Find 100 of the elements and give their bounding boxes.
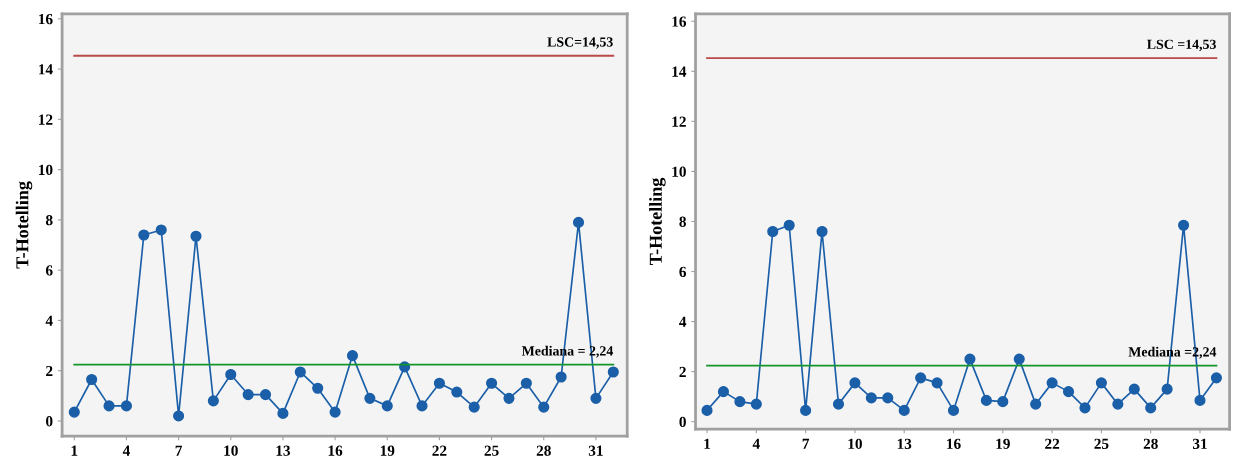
x-tick-label: 10 (848, 438, 862, 449)
y-tick-label: 2 (46, 365, 53, 376)
x-tick-label: 16 (947, 438, 961, 449)
x-tick-label: 19 (380, 445, 395, 456)
x-tick-label: 16 (328, 445, 343, 456)
y-tick-label: 12 (39, 114, 53, 125)
x-tick-label: 28 (536, 445, 551, 456)
ref-line-label: LSC =14,53 (1147, 39, 1216, 51)
x-tick-label: 4 (752, 438, 760, 449)
point (607, 366, 619, 378)
x-tick-label: 4 (122, 445, 130, 456)
point (1178, 219, 1190, 231)
x-tick-label: 1 (704, 438, 711, 449)
point (138, 229, 150, 241)
point (329, 406, 341, 418)
point (832, 398, 845, 410)
point (416, 400, 428, 412)
point (555, 371, 567, 383)
point (1194, 394, 1206, 406)
x-tick-label: 25 (484, 445, 499, 456)
y-tick-label: 16 (39, 13, 53, 25)
point (964, 353, 976, 365)
y-tick-label: 16 (672, 16, 687, 27)
point (68, 406, 80, 418)
point (750, 398, 762, 410)
point (783, 219, 795, 231)
y-tick-label: 0 (679, 416, 686, 428)
x-tick-label: 31 (1192, 438, 1207, 449)
point (882, 392, 894, 404)
point (1046, 377, 1058, 389)
x-tick-label: 19 (996, 438, 1010, 449)
y-tick-label: 6 (45, 265, 53, 276)
point (520, 377, 532, 389)
point (1145, 402, 1157, 414)
y-tick-label: 4 (45, 315, 53, 326)
point (538, 401, 550, 413)
point (277, 407, 289, 419)
point (173, 410, 185, 422)
point (103, 400, 115, 412)
point (865, 392, 877, 404)
x-tick-label: 7 (175, 445, 183, 456)
x-tick-label: 31 (588, 445, 603, 456)
point (120, 400, 132, 412)
point (898, 404, 910, 416)
point (225, 368, 237, 381)
point (734, 396, 746, 408)
point (590, 392, 602, 404)
point (1095, 377, 1107, 389)
y-tick-label: 10 (672, 166, 686, 177)
point (947, 404, 960, 416)
point (486, 377, 498, 389)
point (1210, 372, 1222, 384)
y-axis-title: T-Hotelling (15, 181, 33, 269)
point (242, 389, 254, 401)
x-tick-label: 13 (897, 438, 912, 449)
point (451, 386, 463, 398)
point (259, 389, 272, 401)
point (997, 396, 1009, 408)
point (381, 400, 393, 412)
y-tick-label: 8 (679, 216, 686, 227)
point (503, 392, 515, 404)
x-tick-label: 28 (1143, 438, 1158, 449)
y-tick-label: 10 (39, 164, 53, 176)
point (701, 404, 713, 416)
x-tick-label: 25 (1094, 438, 1109, 449)
point (800, 404, 812, 416)
point (1161, 383, 1173, 395)
y-tick-label: 12 (672, 116, 686, 127)
point (207, 395, 219, 407)
y-axis-title: T-Hotelling (649, 177, 666, 265)
point (1030, 398, 1042, 410)
point (190, 230, 202, 242)
point (717, 386, 730, 398)
point (1062, 386, 1075, 398)
point (931, 377, 943, 389)
point (1013, 353, 1025, 365)
point (816, 225, 828, 238)
point (849, 377, 861, 389)
y-tick-label: 0 (46, 416, 53, 427)
y-tick-label: 2 (679, 366, 686, 377)
x-tick-label: 22 (432, 445, 447, 456)
point (468, 401, 480, 413)
point (86, 373, 98, 386)
point (1128, 383, 1140, 395)
point (980, 394, 992, 406)
point (572, 216, 585, 228)
y-tick-label: 6 (679, 266, 687, 277)
point (155, 224, 167, 236)
y-tick-label: 14 (672, 66, 687, 77)
point (346, 350, 359, 362)
point (767, 225, 779, 238)
point (433, 377, 445, 389)
y-tick-label: 14 (39, 64, 53, 75)
point (364, 392, 376, 404)
x-tick-label: 10 (224, 445, 238, 456)
x-tick-label: 1 (71, 445, 78, 456)
y-tick-label: 8 (45, 215, 53, 226)
point (312, 382, 324, 394)
point (294, 366, 306, 378)
y-tick-label: 4 (679, 316, 687, 327)
